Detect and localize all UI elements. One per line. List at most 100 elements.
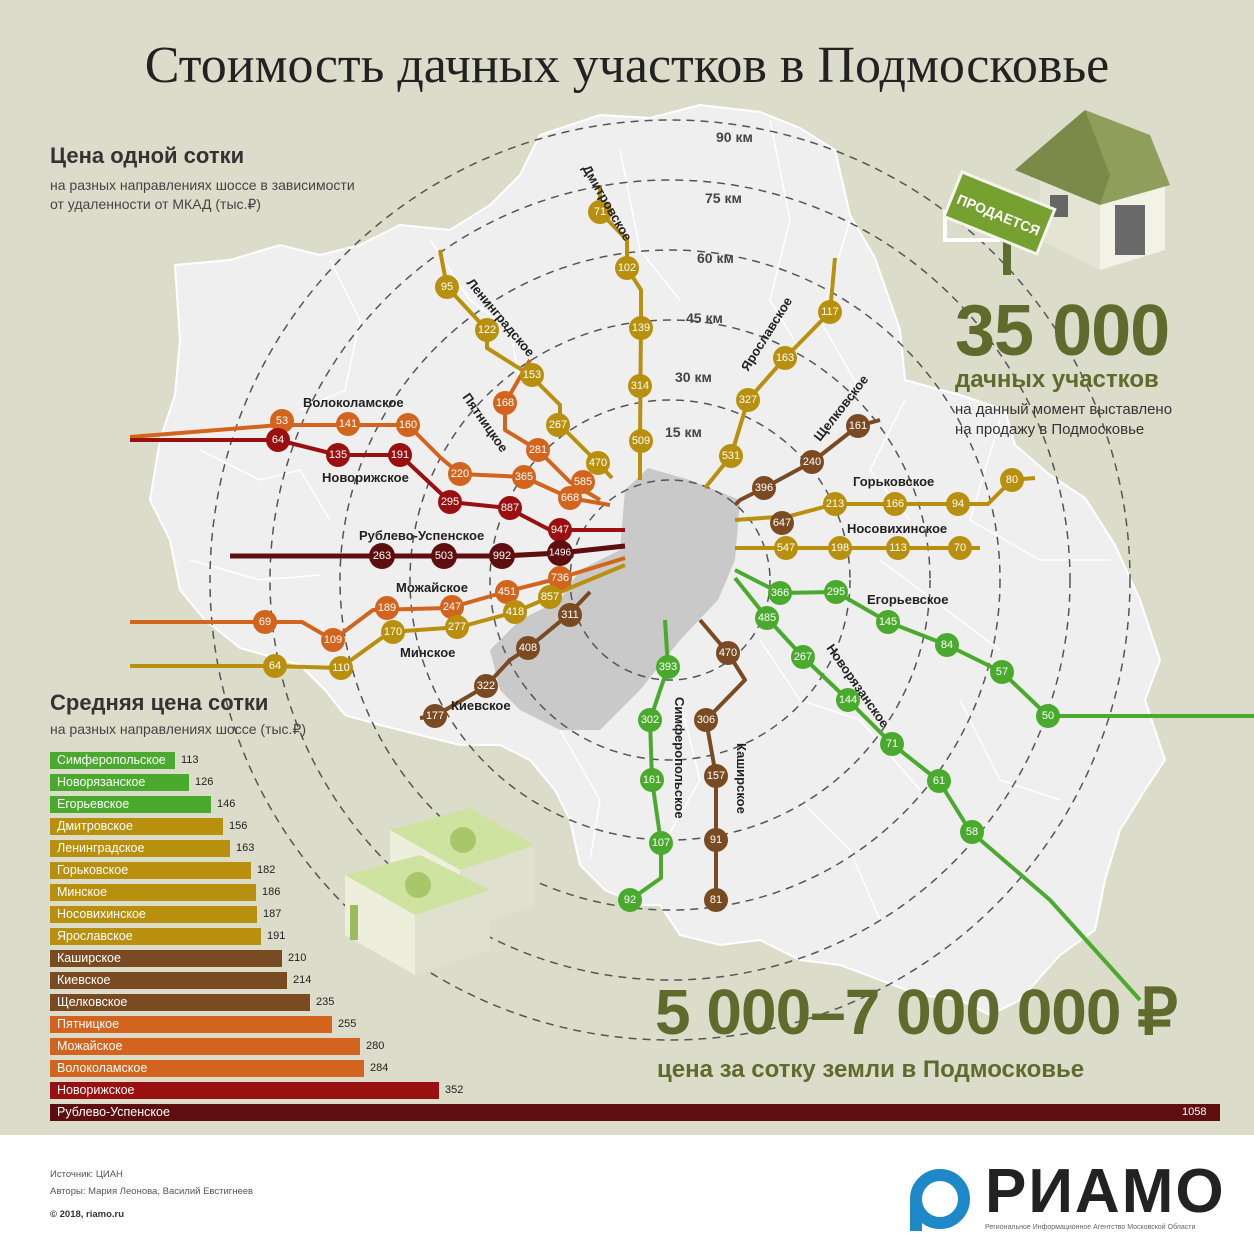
bar-label: Минское xyxy=(57,885,108,899)
svg-text:80: 80 xyxy=(1006,474,1018,486)
bar-value: 214 xyxy=(293,974,312,986)
station-novoryazanskoe xyxy=(755,606,984,844)
svg-text:163: 163 xyxy=(776,352,794,364)
svg-text:281: 281 xyxy=(529,444,547,456)
label-nosovikhinskoe: Носовихинское xyxy=(847,521,947,536)
svg-text:53: 53 xyxy=(276,415,288,427)
bar-value: 352 xyxy=(445,1084,464,1096)
svg-text:470: 470 xyxy=(589,457,607,469)
source-text: Источник: ЦИАН xyxy=(50,1169,123,1180)
station-gorkovskoe xyxy=(823,468,1024,516)
svg-text:247: 247 xyxy=(443,601,461,613)
bar-value: 163 xyxy=(236,842,255,854)
bar-value: 235 xyxy=(316,996,335,1008)
label-gorkovskoe: Горьковское xyxy=(853,474,934,489)
bar-label: Каширское xyxy=(57,951,121,965)
label-volokolamskoe: Волоколамское xyxy=(303,395,404,410)
svg-text:170: 170 xyxy=(384,626,402,638)
svg-text:135: 135 xyxy=(329,449,347,461)
bar-value: 182 xyxy=(257,864,276,876)
bar: Егорьевское xyxy=(50,796,211,813)
svg-text:58: 58 xyxy=(966,826,978,838)
ring-labels: 15 км 30 км 45 км 60 км 75 км 90 км xyxy=(665,129,753,440)
bar: Новорязанское xyxy=(50,774,189,791)
label-kievskoe: Киевское xyxy=(451,698,511,713)
svg-text:263: 263 xyxy=(373,550,391,562)
svg-text:295: 295 xyxy=(441,496,459,508)
bar: Носовихинское xyxy=(50,906,257,923)
svg-text:64: 64 xyxy=(269,660,281,672)
bar: Дмитровское xyxy=(50,818,223,835)
svg-text:213: 213 xyxy=(826,498,844,510)
svg-text:267: 267 xyxy=(794,651,812,663)
svg-text:408: 408 xyxy=(519,642,537,654)
svg-text:220: 220 xyxy=(451,468,469,480)
ring-label: 75 км xyxy=(705,190,742,206)
svg-text:314: 314 xyxy=(631,380,649,392)
bar-label: Дмитровское xyxy=(57,819,133,833)
section-subtitle-price: на разных направлениях шоссе в зависимос… xyxy=(50,177,355,212)
station-dmitrovskoe xyxy=(588,200,653,453)
ring-label: 90 км xyxy=(716,129,753,145)
station-kievskoe xyxy=(423,603,582,728)
bar-label: Волоколамское xyxy=(57,1061,148,1075)
bar: Симферопольское xyxy=(50,752,175,769)
section-heading-price: Цена одной сотки xyxy=(50,143,245,168)
svg-text:277: 277 xyxy=(448,621,466,633)
stat-lots-desc: на данный момент выставлено на продажу в… xyxy=(955,401,1173,438)
svg-text:668: 668 xyxy=(561,492,579,504)
svg-text:302: 302 xyxy=(641,714,659,726)
bar: Щелковское xyxy=(50,994,310,1011)
ring-label: 60 км xyxy=(697,250,734,266)
bar-value: 284 xyxy=(370,1062,389,1074)
station-nosovikhinskoe xyxy=(774,536,972,560)
station-volokolamskoe xyxy=(270,409,582,510)
label-kashirskoe: Каширское xyxy=(734,743,749,814)
bar-value: 280 xyxy=(366,1040,385,1052)
svg-text:145: 145 xyxy=(879,616,897,628)
svg-text:189: 189 xyxy=(378,602,396,614)
svg-text:94: 94 xyxy=(952,498,964,510)
bar: Пятницкое xyxy=(50,1016,332,1033)
bar-value: 187 xyxy=(263,908,282,920)
svg-text:177: 177 xyxy=(426,710,444,722)
station-minskoe xyxy=(263,585,562,680)
stat-lots-number: 35 000 xyxy=(955,291,1170,371)
bar: Киевское xyxy=(50,972,287,989)
bar-value: 255 xyxy=(338,1018,357,1030)
bar-value: 156 xyxy=(229,820,248,832)
svg-text:153: 153 xyxy=(523,369,541,381)
bar-label: Новорязанское xyxy=(57,775,146,789)
svg-text:267: 267 xyxy=(549,419,567,431)
svg-text:70: 70 xyxy=(954,542,966,554)
svg-text:117: 117 xyxy=(821,306,839,318)
station-novorizhskoe xyxy=(266,428,572,542)
svg-text:470: 470 xyxy=(719,647,737,659)
svg-text:295: 295 xyxy=(827,586,845,598)
bar-label: Пятницкое xyxy=(57,1017,120,1031)
svg-text:69: 69 xyxy=(259,616,271,628)
bar: Новорижское xyxy=(50,1082,439,1099)
label-rublevo: Рублево-Успенское xyxy=(359,528,484,543)
bar: Минское xyxy=(50,884,256,901)
bar-value: 191 xyxy=(267,930,286,942)
house-illustration xyxy=(943,110,1170,275)
station-yaroslavskoe xyxy=(719,300,842,468)
svg-text:157: 157 xyxy=(707,770,725,782)
svg-text:503: 503 xyxy=(435,550,453,562)
svg-text:509: 509 xyxy=(632,435,650,447)
authors-text: Авторы: Мария Леонова, Василий Евстигнее… xyxy=(50,1186,254,1197)
svg-text:64: 64 xyxy=(272,434,284,446)
svg-text:857: 857 xyxy=(541,591,559,603)
bar-label: Симферопольское xyxy=(57,753,166,767)
svg-text:71: 71 xyxy=(886,738,898,750)
svg-text:57: 57 xyxy=(996,666,1008,678)
bar-label: Горьковское xyxy=(57,863,129,877)
svg-text:992: 992 xyxy=(493,550,511,562)
bar-label: Ленинградское xyxy=(57,841,145,855)
svg-text:144: 144 xyxy=(839,694,857,706)
bar-value: 186 xyxy=(262,886,281,898)
svg-text:168: 168 xyxy=(496,397,514,409)
svg-text:947: 947 xyxy=(551,524,569,536)
svg-text:107: 107 xyxy=(652,837,670,849)
